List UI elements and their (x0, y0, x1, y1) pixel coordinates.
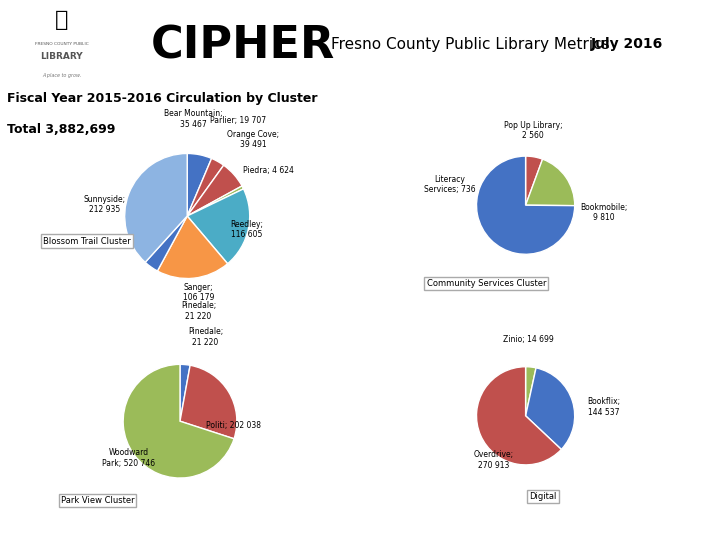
Text: 🌿: 🌿 (55, 10, 68, 30)
Text: Bear Mountain;
35 467: Bear Mountain; 35 467 (164, 110, 222, 129)
Wedge shape (145, 216, 187, 271)
Text: LIBRARY: LIBRARY (40, 52, 84, 62)
Text: Sanger;
106 179: Sanger; 106 179 (183, 282, 214, 302)
Text: Piedra; 4 624: Piedra; 4 624 (243, 166, 294, 176)
Text: Literacy
Services; 736: Literacy Services; 736 (423, 175, 475, 194)
Text: Sunnyside;
212 935: Sunnyside; 212 935 (84, 195, 126, 214)
Text: Bookmobile;
9 810: Bookmobile; 9 810 (580, 203, 628, 222)
Text: Bookflix;
144 537: Bookflix; 144 537 (588, 397, 621, 417)
Text: A place to grow.: A place to grow. (42, 73, 81, 78)
Text: Blossom Trail Cluster: Blossom Trail Cluster (43, 237, 131, 246)
Text: Park View Cluster: Park View Cluster (60, 496, 135, 505)
Text: Parlier; 19 707: Parlier; 19 707 (210, 117, 266, 125)
Text: Community Services Cluster: Community Services Cluster (426, 279, 546, 288)
Text: Pinedale;
21 220: Pinedale; 21 220 (181, 301, 216, 321)
Text: Politi; 202 038: Politi; 202 038 (207, 421, 261, 430)
Text: Overdrive;
270 913: Overdrive; 270 913 (474, 450, 514, 470)
Text: Reedley;
116 605: Reedley; 116 605 (230, 220, 263, 239)
Text: Pinedale;
21 220: Pinedale; 21 220 (188, 327, 223, 347)
Wedge shape (187, 165, 242, 216)
Text: Pop Up Library;
2 560: Pop Up Library; 2 560 (504, 121, 562, 140)
Text: CIPHER: CIPHER (151, 24, 336, 68)
Text: Orange Cove;
39 491: Orange Cove; 39 491 (227, 130, 279, 150)
Wedge shape (125, 153, 187, 262)
Wedge shape (187, 153, 212, 216)
Text: Fresno County Public Library Metrics: Fresno County Public Library Metrics (331, 37, 610, 51)
Wedge shape (187, 189, 250, 264)
Wedge shape (526, 156, 543, 205)
Text: Zinio; 14 699: Zinio; 14 699 (503, 335, 554, 344)
Wedge shape (187, 158, 224, 216)
Wedge shape (477, 367, 562, 465)
FancyBboxPatch shape (6, 5, 117, 86)
Wedge shape (477, 156, 575, 254)
Text: July 2016: July 2016 (590, 37, 662, 51)
Wedge shape (526, 367, 536, 416)
Text: Fiscal Year 2015-2016 Circulation by Cluster: Fiscal Year 2015-2016 Circulation by Clu… (7, 92, 318, 105)
Text: Woodward
Park; 520 746: Woodward Park; 520 746 (102, 448, 156, 468)
Wedge shape (526, 159, 575, 206)
Wedge shape (123, 364, 234, 478)
Wedge shape (187, 186, 243, 216)
Text: Total 3,882,699: Total 3,882,699 (7, 123, 116, 137)
Text: FRESNO COUNTY PUBLIC: FRESNO COUNTY PUBLIC (35, 42, 89, 46)
Wedge shape (526, 368, 575, 449)
Wedge shape (180, 365, 237, 439)
Text: Digital: Digital (529, 492, 557, 501)
Wedge shape (180, 364, 190, 421)
Wedge shape (158, 216, 228, 279)
